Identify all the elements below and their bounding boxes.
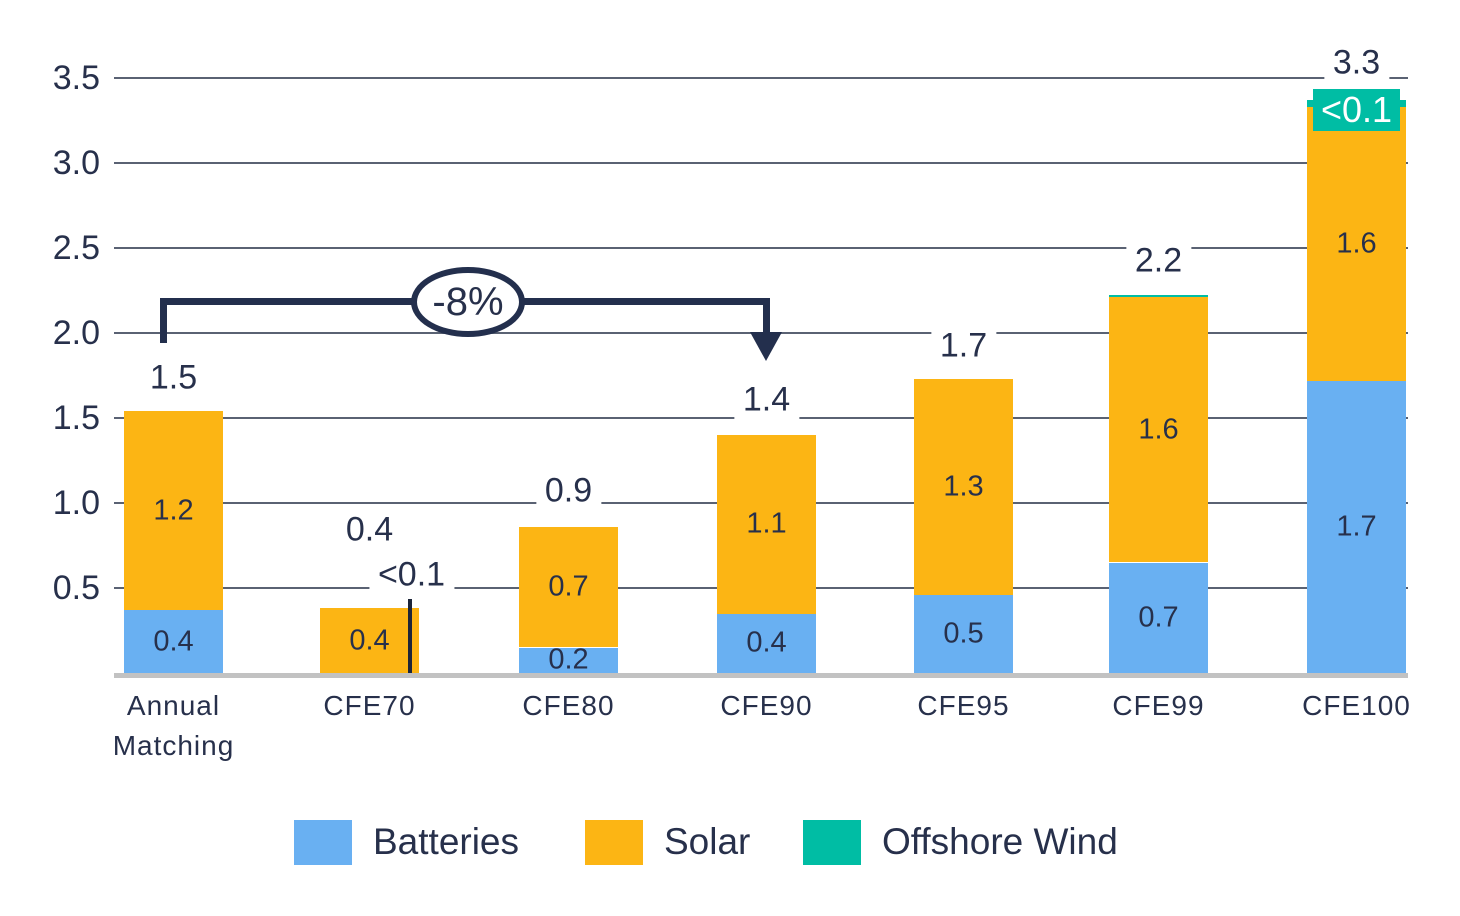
gridline-3-5 bbox=[114, 77, 1408, 79]
total-value-cfe70: 0.4 bbox=[336, 510, 403, 550]
bar-segment-solar-cfe95 bbox=[914, 378, 1013, 595]
annotation-arrow-right-segment bbox=[763, 298, 770, 334]
total-value-cfe90: 1.4 bbox=[733, 380, 800, 420]
legend-label-offshore-wind: Offshore Wind bbox=[882, 821, 1118, 862]
category-label-cfe95: CFE95 bbox=[917, 690, 1010, 721]
bar-segment-batteries-cfe95 bbox=[914, 594, 1013, 673]
total-value-cfe80: 0.9 bbox=[535, 471, 602, 511]
bar-segment-offshore-wind-cfe99 bbox=[1109, 294, 1208, 298]
category-label-cfe80: CFE80 bbox=[522, 690, 615, 721]
y-axis-tick-2-5: 2.5 bbox=[52, 229, 100, 267]
segment-value-solar-cfe100: 1.6 bbox=[1336, 227, 1377, 260]
y-axis-tick-2-0: 2.0 bbox=[52, 314, 100, 352]
offshore-wind-value-box-cfe100: <0.1 bbox=[1313, 89, 1400, 132]
cfe70-batteries-callout-label: <0.1 bbox=[368, 555, 455, 595]
total-value-annual-matching: 1.5 bbox=[140, 358, 207, 398]
segment-value-solar-cfe99: 1.6 bbox=[1138, 413, 1179, 446]
segment-value-batteries-cfe80: 0.2 bbox=[548, 643, 589, 676]
category-label-annual-matching-line2: Matching bbox=[112, 730, 235, 761]
annotation-arrow-left-tick bbox=[160, 298, 167, 343]
legend-item-solar: Solar bbox=[585, 819, 750, 865]
total-value-cfe100: 3.3 bbox=[1323, 43, 1390, 83]
category-label-annual-matching: Annual bbox=[126, 690, 221, 721]
bar-segment-solar-cfe99 bbox=[1109, 297, 1208, 563]
bar-segment-solar-cfe90 bbox=[717, 435, 816, 614]
gridline-2-5 bbox=[114, 247, 1408, 249]
annotation-text: -8% bbox=[432, 279, 504, 324]
bar-segment-batteries-cfe100 bbox=[1307, 380, 1406, 673]
category-label-cfe90: CFE90 bbox=[720, 690, 813, 721]
bar-segment-solar-cfe80 bbox=[519, 526, 618, 648]
y-axis-tick-1-5: 1.5 bbox=[52, 399, 100, 437]
segment-value-solar-cfe80: 0.7 bbox=[548, 570, 589, 603]
y-axis-tick-1-0: 1.0 bbox=[52, 484, 100, 522]
segment-value-solar-annual-matching: 1.2 bbox=[153, 494, 194, 527]
segment-value-solar-cfe90: 1.1 bbox=[746, 507, 787, 540]
segment-value-batteries-cfe99: 0.7 bbox=[1138, 601, 1179, 634]
bar-segment-solar-annual-matching bbox=[124, 411, 223, 611]
annotation-badge: -8% bbox=[411, 267, 525, 337]
gridline-3-0 bbox=[114, 162, 1408, 164]
legend-label-batteries: Batteries bbox=[373, 821, 520, 862]
legend-item-batteries: Batteries bbox=[294, 819, 519, 865]
bar-segment-batteries-cfe99 bbox=[1109, 562, 1208, 673]
category-label-cfe99: CFE99 bbox=[1112, 690, 1205, 721]
segment-value-batteries-cfe100: 1.7 bbox=[1336, 510, 1377, 543]
offshore-wind-swatch-icon bbox=[803, 819, 861, 865]
y-axis-tick-3-0: 3.0 bbox=[52, 144, 100, 182]
segment-value-solar-cfe70: 0.4 bbox=[349, 624, 390, 657]
solar-swatch-icon bbox=[585, 819, 643, 865]
total-value-cfe95: 1.7 bbox=[930, 326, 997, 366]
category-label-cfe70: CFE70 bbox=[323, 690, 416, 721]
bar-segment-batteries-annual-matching bbox=[124, 610, 223, 673]
segment-value-batteries-cfe90: 0.4 bbox=[746, 626, 787, 659]
bar-segment-solar-cfe100 bbox=[1307, 106, 1406, 381]
batteries-swatch-icon bbox=[294, 819, 352, 865]
y-axis-tick-0-5: 0.5 bbox=[52, 569, 100, 607]
legend-label-solar: Solar bbox=[664, 821, 751, 862]
bar-segment-batteries-cfe80 bbox=[519, 647, 618, 673]
segment-value-batteries-annual-matching: 0.4 bbox=[153, 625, 194, 658]
y-axis-tick-3-5: 3.5 bbox=[52, 59, 100, 97]
segment-value-batteries-cfe95: 0.5 bbox=[943, 617, 984, 650]
cfe70-batteries-tick bbox=[408, 599, 412, 673]
total-value-cfe99: 2.2 bbox=[1125, 241, 1192, 281]
bar-segment-batteries-cfe90 bbox=[717, 613, 816, 673]
bar-segment-solar-cfe70 bbox=[320, 608, 419, 673]
segment-value-solar-cfe95: 1.3 bbox=[943, 470, 984, 503]
x-axis-baseline bbox=[114, 673, 1408, 678]
legend-item-offshore-wind: Offshore Wind bbox=[803, 819, 1118, 865]
annotation-arrowhead-icon bbox=[750, 332, 782, 361]
category-label-cfe100: CFE100 bbox=[1302, 690, 1411, 721]
